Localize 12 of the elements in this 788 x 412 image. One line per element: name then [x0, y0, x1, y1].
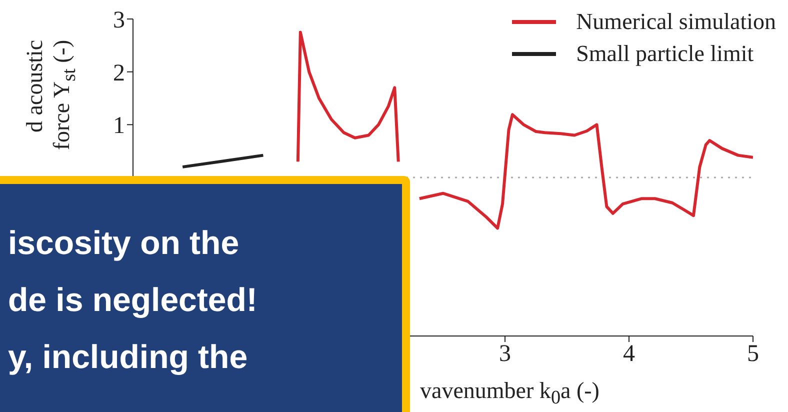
annotation: iscosity on the — [8, 223, 240, 263]
x-tick-label: 4 — [623, 341, 635, 368]
x-tick-label: 3 — [499, 341, 511, 368]
x-axis-title: vavenumber k$_{0}$a (-) — [420, 378, 600, 410]
y-tick-label: 2 — [113, 60, 125, 86]
legend-label: Small particle limit — [576, 40, 754, 68]
y-tick-label: 1 — [113, 113, 125, 140]
annotation: de is neglected! — [8, 280, 258, 320]
legend-label: Numerical simulation — [576, 8, 776, 36]
x-tick-label: 5 — [747, 341, 759, 368]
callout-box: iscosity on the de is neglected! y, including the — [0, 176, 410, 412]
y-tick-label: 3 — [113, 8, 125, 34]
